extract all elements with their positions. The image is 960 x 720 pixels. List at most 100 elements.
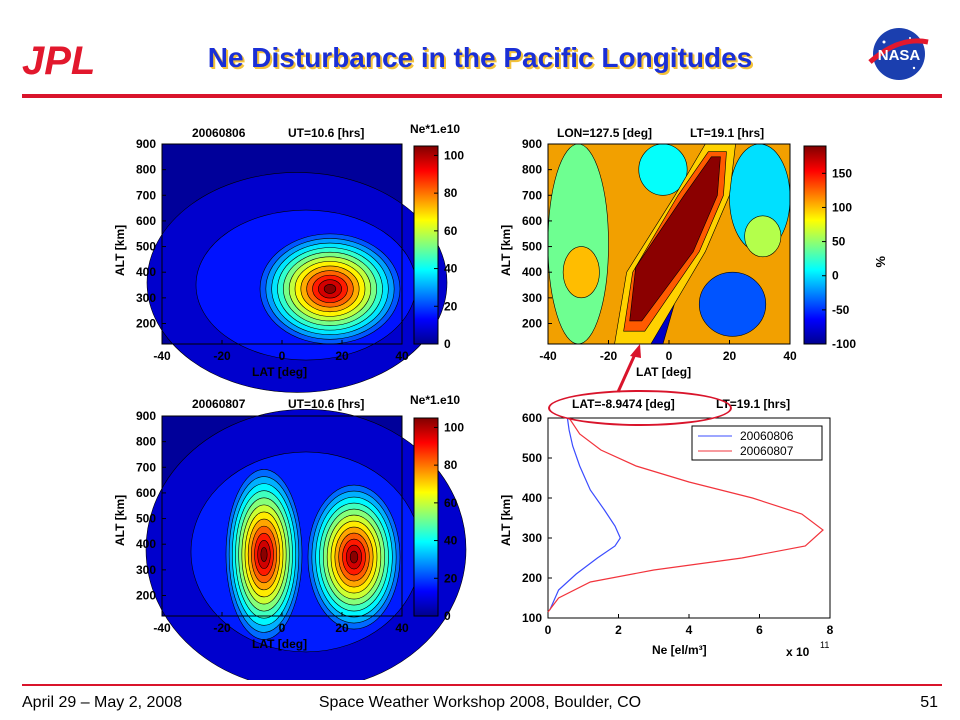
ytick-label: 600 xyxy=(522,411,542,425)
ytick-label: 600 xyxy=(136,486,156,500)
ytick-label: 800 xyxy=(522,163,542,177)
annotation-arrowhead xyxy=(630,344,641,358)
ytick-label: 500 xyxy=(522,451,542,465)
xtick-label: -20 xyxy=(213,621,231,635)
panel2-colorbar-ticks: 150 100 50 0 -50 -100 xyxy=(822,166,856,351)
ytick-label: 600 xyxy=(522,214,542,228)
panel4-legend: 20060806 20060807 xyxy=(691,425,823,461)
ytick-label: 400 xyxy=(136,265,156,279)
title-divider xyxy=(22,94,942,98)
ytick-label: 900 xyxy=(136,137,156,151)
ytick-label: 400 xyxy=(522,265,542,279)
ytick-label: 500 xyxy=(522,240,542,254)
colorbar-tick-label: 20 xyxy=(444,299,458,313)
colorbar-tick-label: 80 xyxy=(444,186,458,200)
ytick-label: 500 xyxy=(136,512,156,526)
panel4-x-multiplier-exp: 11 xyxy=(820,640,829,650)
xtick-label: 20 xyxy=(335,621,349,635)
ytick-label: 100 xyxy=(522,611,542,625)
colorbar-tick-label: 60 xyxy=(444,496,458,510)
panel1-axes: -40 -20 0 20 40 900 800 700 600 500 400 300 200 xyxy=(136,137,409,363)
xtick-label: 4 xyxy=(686,623,693,637)
contour-level xyxy=(744,215,782,258)
panel3-contours xyxy=(145,409,467,680)
nasa-logo: NASA xyxy=(868,28,929,80)
panel-ne-20060806: 20060806 UT=10.6 [hrs] Ne*1.e10 -40 -20 0 2… xyxy=(113,122,464,393)
panel3-colorbar-title: Ne*1.e10 xyxy=(410,393,460,407)
footer-event: Space Weather Workshop 2008, Boulder, CO xyxy=(318,694,642,711)
colorbar-tick-label: 0 xyxy=(444,337,451,351)
panel-ne-profile: LAT=-8.9474 [deg] LT=19.1 [hrs] 0 2 4 6 8600… xyxy=(499,397,834,659)
colorbar-tick-label: 0 xyxy=(832,269,839,283)
panel1-xlabel: LAT [deg] xyxy=(252,365,307,379)
legend-label-20060807: 20060807 xyxy=(740,444,794,458)
xtick-label: -40 xyxy=(153,621,171,635)
xtick-label: 40 xyxy=(395,349,409,363)
ytick-label: 700 xyxy=(522,188,542,202)
panel1-colorbar xyxy=(413,145,439,345)
panel4-xlabel: Ne [el/m³] xyxy=(652,643,707,657)
series-line-20060807 xyxy=(547,417,824,613)
contour-level xyxy=(562,246,600,299)
panel2-title-left: LON=127.5 [deg] xyxy=(557,126,652,140)
xtick-label: -40 xyxy=(153,349,171,363)
charts-figure: 20060806 UT=10.6 [hrs] Ne*1.e10 -40 -20 0 2… xyxy=(113,122,888,680)
xtick-label: -40 xyxy=(539,349,557,363)
panel-ne-20060807: 20060807 UT=10.6 [hrs] Ne*1.e10 -40 -20 0 2… xyxy=(113,393,467,680)
ytick-label: 900 xyxy=(136,409,156,423)
panel3-axes: -40 -20 0 20 40 900 800 700 600 500 400 300 200 xyxy=(136,409,409,635)
contour-level xyxy=(323,283,337,294)
colorbar-tick-label: 20 xyxy=(444,571,458,585)
panel2-ylabel: ALT [km] xyxy=(499,225,513,276)
ytick-label: 800 xyxy=(136,435,156,449)
xtick-label: 0 xyxy=(545,623,552,637)
colorbar-tick-label: 40 xyxy=(444,534,458,548)
panel4-x-multiplier: x 10 xyxy=(786,645,810,659)
contour-level xyxy=(629,156,721,322)
slide-title: Ne Disturbance in the Pacific Longitudes xyxy=(207,42,753,73)
panel4-axes: 0 2 4 6 8 600 500 400 300 200 100 xyxy=(522,411,834,637)
panel-ne-disturbance-percent: LON=127.5 [deg] LT=19.1 [hrs] -40 -20 0 20 4… xyxy=(499,126,888,379)
ytick-label: 700 xyxy=(136,188,156,202)
ytick-label: 500 xyxy=(136,240,156,254)
ytick-label: 300 xyxy=(136,563,156,577)
xtick-label: 6 xyxy=(756,623,763,637)
xtick-label: 20 xyxy=(335,349,349,363)
xtick-label: -20 xyxy=(600,349,618,363)
legend-label-20060806: 20060806 xyxy=(740,429,794,443)
colorbar-tick-label: 80 xyxy=(444,458,458,472)
xtick-label: 40 xyxy=(783,349,797,363)
ytick-label: 900 xyxy=(522,137,542,151)
colorbar-tick-label: -50 xyxy=(832,303,850,317)
ytick-label: 200 xyxy=(522,316,542,330)
xtick-label: 20 xyxy=(723,349,737,363)
colorbar-tick-label: -100 xyxy=(832,337,856,351)
panel4-title-right: LT=19.1 [hrs] xyxy=(716,397,790,411)
panel4-lines xyxy=(547,417,824,613)
panel1-title-right: UT=10.6 [hrs] xyxy=(288,126,364,140)
footer-date: April 29 – May 2, 2008 xyxy=(22,694,183,711)
annotation-arrow xyxy=(616,351,638,393)
panel1-title-left: 20060806 xyxy=(192,126,246,140)
footer-page-number: 51 xyxy=(920,694,938,711)
panel2-colorbar-unit: % xyxy=(873,256,888,268)
ytick-label: 300 xyxy=(522,291,542,305)
series-line-20060806 xyxy=(549,417,621,611)
panel2-colorbar xyxy=(803,145,827,345)
panel3-xlabel: LAT [deg] xyxy=(252,637,307,651)
colorbar-tick-label: 0 xyxy=(444,609,451,623)
xtick-label: 40 xyxy=(395,621,409,635)
contour-level xyxy=(349,550,359,564)
ytick-label: 300 xyxy=(522,531,542,545)
ytick-label: 400 xyxy=(136,537,156,551)
colorbar-tick-label: 150 xyxy=(832,166,852,180)
xtick-label: -20 xyxy=(213,349,231,363)
xtick-label: 2 xyxy=(615,623,622,637)
panel1-colorbar-ticks: 100 80 60 40 20 0 xyxy=(434,148,464,351)
colorbar-tick-label: 100 xyxy=(444,148,464,162)
jpl-logo: JPL xyxy=(18,36,128,82)
ytick-label: 200 xyxy=(136,316,156,330)
jpl-logo-text: JPL xyxy=(22,39,95,82)
panel1-ylabel: ALT [km] xyxy=(113,225,127,276)
panel2-title-right: LT=19.1 [hrs] xyxy=(690,126,764,140)
